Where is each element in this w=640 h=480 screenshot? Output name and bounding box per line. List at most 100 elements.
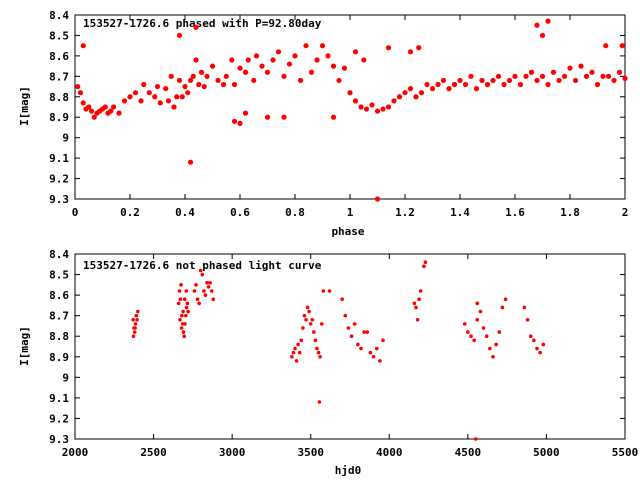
phased-data-point xyxy=(495,73,502,79)
phased-data-point xyxy=(77,90,84,96)
unphased-data-point xyxy=(186,309,190,314)
unphased-data-point xyxy=(368,350,373,355)
unphased-x-tick-label: 2000 xyxy=(62,446,89,459)
unphased-data-point xyxy=(352,322,357,326)
unphased-data-point xyxy=(473,437,478,441)
unphased-data-point xyxy=(131,334,136,339)
unphased-x-axis-label: hjd0 xyxy=(335,464,362,477)
unphased-data-point xyxy=(488,346,492,351)
unphased-y-tick-label: 9.3 xyxy=(49,433,69,446)
phased-data-point xyxy=(517,81,524,88)
phased-data-point xyxy=(380,106,386,112)
unphased-data-point xyxy=(198,268,203,273)
phased-y-tick-label: 8.9 xyxy=(49,111,69,124)
phased-data-point xyxy=(286,61,293,67)
phased-data-point xyxy=(138,98,144,104)
unphased-data-point xyxy=(200,272,205,277)
unphased-data-point xyxy=(346,326,351,330)
unphased-data-point xyxy=(319,322,324,326)
unphased-y-tick-label: 9 xyxy=(62,371,69,384)
phased-y-tick-label: 8.7 xyxy=(49,70,69,83)
unphased-data-point xyxy=(211,297,216,302)
unphased-data-point xyxy=(179,283,183,287)
unphased-data-point xyxy=(316,350,321,355)
phased-data-point xyxy=(237,120,243,126)
phased-data-point xyxy=(385,45,392,51)
phased-data-point xyxy=(446,86,452,92)
phased-data-point xyxy=(479,77,485,84)
unphased-data-point xyxy=(541,342,546,347)
phased-x-tick-label: 0.2 xyxy=(120,206,140,219)
unphased-data-point xyxy=(422,264,426,269)
phased-data-point xyxy=(374,108,381,114)
phased-data-point xyxy=(157,100,163,106)
phased-data-point xyxy=(264,69,271,75)
phased-data-point xyxy=(336,77,342,84)
unphased-data-point xyxy=(194,283,198,287)
phased-y-axis-label: I[mag] xyxy=(18,86,31,126)
unphased-data-point xyxy=(318,354,322,359)
phased-data-point xyxy=(196,81,202,88)
phased-data-point xyxy=(539,32,546,39)
phased-data-point xyxy=(308,69,315,75)
unphased-data-point xyxy=(176,301,181,306)
unphased-data-point xyxy=(472,338,476,343)
phased-data-point xyxy=(245,57,251,63)
unphased-data-point xyxy=(195,297,200,302)
unphased-x-tick-label: 5000 xyxy=(533,446,560,459)
phased-data-point xyxy=(622,75,628,81)
phased-data-point xyxy=(528,69,535,75)
phased-data-point xyxy=(116,110,122,116)
unphased-data-point xyxy=(203,293,208,297)
phased-data-point xyxy=(583,73,590,79)
unphased-data-point xyxy=(182,334,187,339)
unphased-data-point xyxy=(302,313,307,318)
phased-data-point xyxy=(462,81,469,88)
unphased-data-point xyxy=(484,334,489,339)
unphased-data-point xyxy=(478,309,483,314)
phased-data-point xyxy=(616,69,623,75)
phased-data-point xyxy=(407,49,414,55)
unphased-data-point xyxy=(197,301,201,306)
unphased-data-point xyxy=(307,309,311,314)
phased-data-point xyxy=(490,77,496,84)
unphased-data-point xyxy=(522,305,527,310)
phased-data-point xyxy=(209,63,216,69)
unphased-y-tick-label: 8.5 xyxy=(49,269,69,282)
unphased-chart-title: 153527-1726.6 not phased light curve xyxy=(83,259,322,272)
phased-data-point xyxy=(182,83,188,90)
unphased-y-tick-label: 9.2 xyxy=(49,412,69,425)
unphased-data-point xyxy=(356,342,360,347)
phased-data-point xyxy=(468,73,474,79)
unphased-data-point xyxy=(301,326,305,330)
phased-data-point xyxy=(319,43,326,49)
phased-data-point xyxy=(539,73,546,79)
unphased-data-point xyxy=(136,309,140,314)
phased-data-point xyxy=(550,69,557,75)
phased-data-point xyxy=(201,83,207,90)
unphased-data-point xyxy=(365,330,370,334)
phased-data-point xyxy=(86,104,92,110)
phased-data-point xyxy=(361,57,367,63)
phased-data-point xyxy=(171,104,177,110)
phased-data-point xyxy=(193,57,199,63)
phased-x-tick-label: 0.8 xyxy=(285,206,305,219)
phased-data-point xyxy=(231,118,238,124)
unphased-data-point xyxy=(304,317,308,322)
unphased-data-point xyxy=(177,289,182,293)
phased-data-point xyxy=(523,73,529,79)
unphased-data-point xyxy=(481,326,486,330)
unphased-data-point xyxy=(415,317,420,322)
phased-data-point xyxy=(187,159,194,165)
unphased-data-point xyxy=(462,322,467,326)
phased-data-point xyxy=(473,86,480,92)
phased-data-point xyxy=(187,77,194,84)
phased-data-point xyxy=(121,98,128,104)
phased-data-point xyxy=(297,77,304,84)
phased-y-tick-label: 8.6 xyxy=(49,50,69,63)
phased-data-point xyxy=(512,73,518,79)
phased-data-point xyxy=(165,98,172,104)
unphased-data-point xyxy=(184,289,189,293)
phased-data-point xyxy=(146,90,152,96)
phased-data-point xyxy=(80,100,86,106)
